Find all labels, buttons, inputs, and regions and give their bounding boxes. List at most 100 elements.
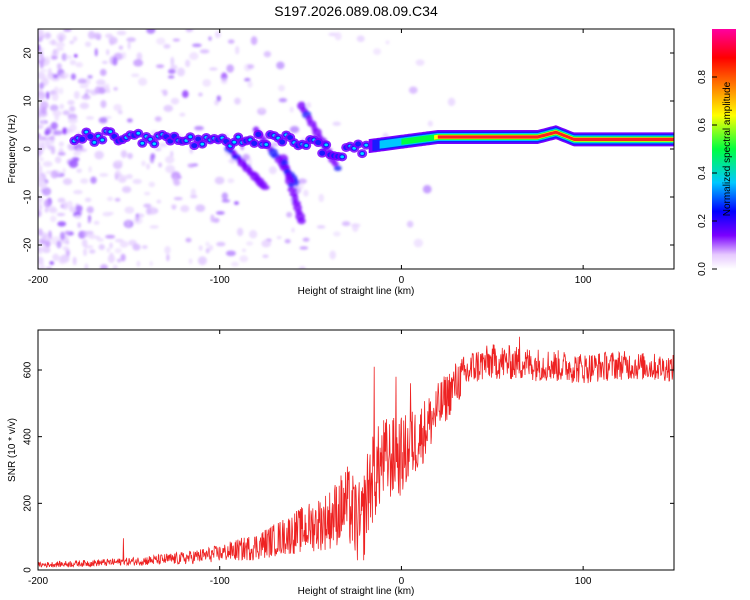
speckle-blob [57, 151, 66, 156]
speckle-blob [356, 35, 365, 43]
speckle-blob [106, 49, 110, 56]
speckle-blob [226, 64, 234, 73]
speckle-blob [47, 71, 53, 80]
speckle-blob [220, 78, 228, 85]
speckle-blob [118, 177, 127, 183]
speckle-blob [96, 79, 106, 86]
speckle-blob [54, 114, 60, 122]
x-tick-label: 0 [399, 275, 405, 286]
speckle-blob [87, 74, 93, 79]
tone-blob-core [364, 143, 368, 147]
speckle-blob [64, 230, 71, 235]
speckle-blob [63, 29, 72, 32]
speckle-blob [248, 230, 258, 239]
speckle-blob [59, 35, 64, 43]
speckle-blob [118, 45, 124, 50]
speckle-blob [289, 125, 300, 134]
speckle-blob [75, 205, 83, 213]
speckle-blob [278, 84, 285, 92]
speckle-blob [77, 222, 82, 229]
tone-blob-core [188, 135, 193, 139]
speckle-blob [114, 197, 121, 202]
speckle-blob [52, 253, 60, 261]
speckle-blob [40, 55, 45, 64]
speckle-blob [155, 147, 162, 152]
tone-blob-mid [79, 136, 86, 142]
speckle-blob [214, 176, 225, 185]
speckle-blob [67, 117, 78, 124]
speckle-blob [299, 246, 309, 250]
speckle-blob [99, 68, 107, 77]
side-track-blob [333, 165, 342, 172]
y-tick-label: 200 [23, 495, 34, 512]
speckle-blob [242, 153, 250, 161]
speckle-blob [39, 68, 47, 73]
speckle-blob [173, 196, 183, 201]
speckle-blob [406, 220, 414, 228]
speckle-blob [143, 203, 152, 208]
speckle-blob [58, 141, 64, 147]
speckle-blob [271, 142, 279, 147]
speckle-blob [195, 204, 206, 212]
speckle-blob [85, 116, 95, 120]
figure-title: S197.2026.089.08.09.C34 [274, 3, 438, 19]
speckle-blob [108, 36, 118, 45]
speckle-blob [105, 83, 110, 92]
speckle-blob [106, 247, 111, 253]
speckle-blob [262, 254, 269, 258]
speckle-blob [185, 59, 191, 68]
speckle-blob [100, 100, 107, 109]
speckle-blob [297, 178, 307, 184]
speckle-blob [316, 225, 326, 229]
speckle-blob [99, 173, 109, 177]
speckle-blob [84, 263, 89, 269]
speckle-blob [261, 239, 272, 248]
speckle-blob [117, 109, 123, 115]
speckle-blob [38, 43, 41, 52]
speckle-blob [170, 150, 174, 158]
y-tick-label: 20 [23, 47, 34, 59]
speckle-blob [172, 38, 181, 42]
speckle-blob [121, 51, 127, 60]
speckle-blob [329, 250, 336, 260]
speckle-blob [79, 102, 90, 110]
tone-blob-mid [87, 133, 94, 140]
speckle-blob [214, 99, 219, 106]
speckle-blob [209, 67, 218, 71]
tone-blob-core [360, 152, 364, 155]
speckle-blob [113, 103, 122, 112]
speckle-blob [236, 227, 244, 237]
spectrogram-y-label: Frequency (Hz) [7, 115, 18, 184]
speckle-blob [44, 130, 50, 136]
tone-blob-core [92, 141, 97, 144]
speckle-blob [170, 204, 177, 209]
speckle-blob [170, 56, 175, 66]
speckle-blob [38, 114, 41, 121]
speckle-blob [39, 180, 47, 189]
speckle-blob [247, 64, 255, 69]
speckle-blob [190, 188, 197, 197]
speckle-blob [185, 29, 194, 32]
speckle-blob [141, 160, 146, 167]
speckle-blob [163, 44, 171, 49]
speckle-blob [227, 178, 235, 184]
spectrogram-x-label: Height of straight line (km) [298, 286, 415, 297]
side-track-blob [288, 182, 295, 189]
tone-blob-mid [319, 150, 326, 156]
speckle-blob [81, 239, 88, 248]
speckle-blob [38, 157, 44, 162]
speckle-blob [44, 240, 51, 248]
speckle-blob [38, 248, 43, 255]
tone-blob-core [352, 146, 356, 150]
colorbar-tick-label: 0.8 [697, 70, 708, 84]
tone-blob-core [264, 143, 269, 146]
tone-blob-core [136, 131, 141, 135]
speckle-blob [133, 216, 143, 225]
speckle-blob [276, 235, 282, 240]
speckle-blob [225, 250, 236, 257]
speckle-blob [55, 42, 66, 48]
x-tick-label: -100 [210, 275, 230, 286]
speckle-blob [49, 135, 55, 143]
